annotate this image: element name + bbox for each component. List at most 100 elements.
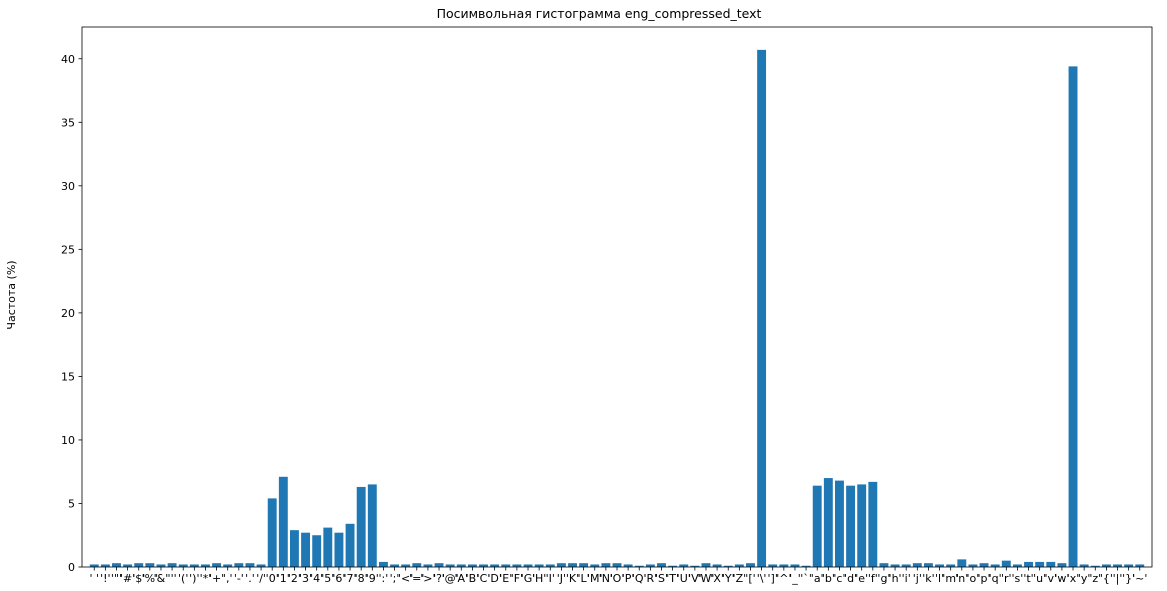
bar	[1113, 564, 1122, 567]
bar	[1079, 564, 1089, 567]
x-tick-label: 'm'	[942, 572, 959, 585]
bar	[901, 564, 911, 567]
x-tick-label: 'x'	[1067, 572, 1080, 585]
bar	[1068, 66, 1078, 567]
x-tick-label: '"'	[111, 572, 122, 585]
x-tick-label: ')'	[189, 572, 199, 585]
x-tick-label: '.'	[245, 572, 255, 585]
bar	[790, 564, 800, 567]
x-tick-label: 'f'	[868, 572, 878, 585]
bar	[256, 564, 266, 567]
x-tick-label: 'Z'	[733, 572, 747, 585]
bar	[367, 484, 377, 567]
bar	[990, 564, 1000, 567]
x-tick-label: '\'	[757, 572, 767, 585]
x-tick-label: '~'	[1132, 572, 1147, 585]
x-tick-label: 'S'	[655, 572, 668, 585]
x-tick-label: '3'	[299, 572, 312, 585]
x-tick-label: 'U'	[677, 572, 691, 585]
bar	[556, 563, 566, 567]
x-tick-label: 'j'	[913, 572, 922, 585]
x-tick-label: 'B'	[466, 572, 480, 585]
bar	[923, 563, 933, 567]
x-tick-label: 'k'	[922, 572, 934, 585]
y-tick-label: 20	[61, 307, 75, 320]
bar	[712, 564, 722, 567]
x-tick-label: '#'	[120, 572, 135, 585]
bar	[746, 563, 755, 567]
x-tick-label: '4'	[310, 572, 323, 585]
x-tick-label: '''	[168, 572, 177, 585]
x-tick-label: 'v'	[1045, 572, 1058, 585]
x-tick-label: 'h'	[889, 572, 902, 585]
x-tick-label: 'V'	[688, 572, 702, 585]
x-tick-label: '$'	[132, 572, 145, 585]
bar	[757, 49, 767, 568]
x-tick-label: 'G'	[521, 572, 536, 585]
x-tick-label: 'p'	[978, 572, 991, 585]
bar	[312, 535, 322, 567]
x-tick-label: '-'	[234, 572, 244, 585]
y-axis-label: Частота (%)	[5, 260, 18, 329]
bar	[701, 563, 711, 567]
x-tick-label: ' '	[89, 572, 99, 585]
x-tick-label: 'P'	[622, 572, 635, 585]
x-tick-label: '('	[178, 572, 188, 585]
bar	[1124, 564, 1134, 567]
bar	[857, 484, 867, 567]
bar	[456, 564, 466, 567]
x-tick-label: '@'	[442, 572, 459, 585]
x-tick-label: 'T'	[666, 572, 679, 585]
bar	[545, 564, 555, 567]
y-tick-label: 25	[61, 243, 75, 256]
x-tick-label: 'e'	[855, 572, 868, 585]
x-tick-label: '2'	[288, 572, 301, 585]
bar	[245, 563, 255, 567]
bar	[601, 563, 611, 567]
x-tick-label: '!'	[100, 572, 110, 585]
x-tick-label: '9'	[366, 572, 379, 585]
y-axis: 0 5 10 15 20 25 30 35 40	[61, 53, 82, 574]
x-tick-label: '&'	[154, 572, 169, 585]
x-tick-label: 'r'	[1001, 572, 1012, 585]
bar	[289, 530, 299, 567]
x-tick-label: 'E'	[499, 572, 512, 585]
bar	[1012, 564, 1022, 567]
x-tick-label: 'n'	[955, 572, 968, 585]
x-tick-label: 'X'	[710, 572, 724, 585]
x-tick-label: ','	[223, 572, 233, 585]
x-tick-label: '*'	[200, 572, 212, 585]
bar	[212, 563, 222, 567]
plot-frame	[81, 26, 1153, 568]
bar	[123, 564, 133, 567]
x-tick-label: 'w'	[1054, 572, 1069, 585]
x-tick-label: '1'	[277, 572, 290, 585]
bar	[957, 559, 967, 567]
x-tick-label: 'a'	[811, 572, 824, 585]
y-tick-label: 15	[61, 370, 75, 383]
x-tick-label: 'y'	[1078, 572, 1091, 585]
x-tick-label: ':'	[379, 572, 389, 585]
x-tick-label: 'N'	[599, 572, 613, 585]
x-tick-label: 'c'	[833, 572, 845, 585]
x-tick-label: '%'	[142, 572, 159, 585]
x-tick-label: '?'	[433, 572, 445, 585]
bar	[512, 564, 522, 567]
x-tick-label: '}'	[1122, 572, 1135, 585]
x-tick-label: 'D'	[487, 572, 502, 585]
x-tick-label: 'O'	[610, 572, 625, 585]
x-tick-label: '<'	[398, 572, 413, 585]
x-tick-label: 'd'	[844, 572, 857, 585]
x-axis: ' ' '!' '"''#''$''%''&' ''' '(' ')' '*''+'',' '…	[89, 567, 1147, 585]
x-tick-label: 'A'	[454, 572, 468, 585]
x-tick-label: '5'	[321, 572, 334, 585]
x-tick-label: 'L'	[578, 572, 590, 585]
x-tick-label: 'l'	[935, 572, 944, 585]
x-tick-label: '8'	[355, 572, 368, 585]
x-tick-label: '|'	[1113, 572, 1123, 585]
bar	[1035, 561, 1045, 567]
bar	[378, 561, 388, 567]
bar	[278, 476, 288, 567]
x-tick-label: 'I'	[546, 572, 555, 585]
bar	[801, 565, 811, 567]
